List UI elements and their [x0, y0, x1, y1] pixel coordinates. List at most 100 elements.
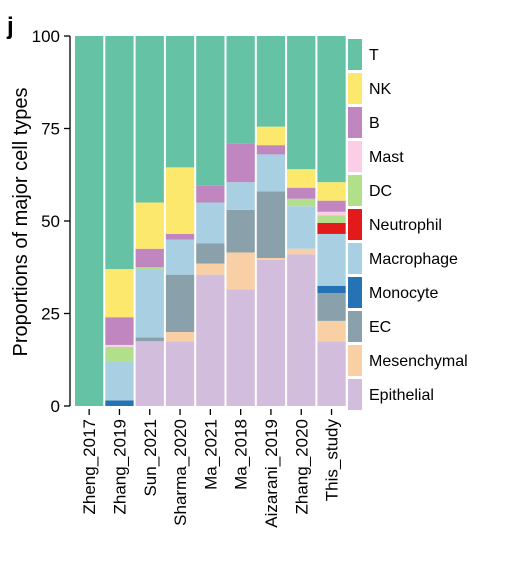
bar-segment-nk-zhang_2020 — [287, 169, 316, 188]
legend-label-ec: EC — [369, 319, 391, 336]
bar-segment-ec-aizarani_2019 — [256, 191, 286, 258]
bar-segment-macrophage-zhang_2020 — [287, 206, 316, 249]
bar-segment-t-zhang_2019 — [105, 36, 134, 270]
bar-segment-b-ma_2021 — [196, 185, 225, 203]
bars-group — [75, 36, 346, 406]
bar-segment-macrophage-sun_2021 — [135, 269, 164, 338]
x-tick-label-sharma_2020: Sharma_2020 — [171, 419, 190, 526]
bar-segment-t-ma_2021 — [196, 36, 225, 186]
bar-segment-epithelial-sun_2021 — [135, 341, 164, 406]
y-tick-label-75: 75 — [41, 120, 60, 139]
bar-segment-ec-sharma_2020 — [165, 274, 195, 332]
bar-segment-b-zhang_2020 — [287, 187, 316, 199]
bar-segment-mesenchymal-ma_2021 — [196, 263, 225, 275]
legend-swatch-neutrophil — [348, 209, 362, 240]
bar-segment-b-ma_2018 — [226, 143, 255, 183]
legend-label-b: B — [369, 115, 380, 132]
legend-swatch-nk — [348, 73, 362, 104]
bar-segment-mast-this_study — [317, 211, 346, 216]
bar-segment-mesenchymal-sharma_2020 — [165, 332, 195, 342]
legend-swatch-macrophage — [348, 243, 362, 274]
bar-segment-dc-sun_2021 — [135, 267, 164, 270]
y-axis: 0 25 50 75 100 — [32, 27, 71, 416]
bar-segment-macrophage-this_study — [317, 233, 346, 286]
legend-label-neutrophil: Neutrophil — [369, 217, 442, 234]
bar-segment-dc-zhang_2020 — [287, 198, 316, 207]
bar-segment-neutrophil-this_study — [317, 222, 346, 234]
bar-segment-nk-sun_2021 — [135, 202, 164, 249]
legend-label-dc: DC — [369, 183, 392, 200]
bar-segment-epithelial-this_study — [317, 341, 346, 406]
legend-label-mast: Mast — [369, 149, 404, 166]
y-axis-title: Proportions of major cell types — [10, 87, 32, 356]
legend-swatch-epithelial — [348, 379, 362, 410]
x-tick-label-ma_2021: Ma_2021 — [201, 419, 220, 490]
bar-segment-t-sun_2021 — [135, 36, 164, 203]
legend-label-mesenchymal: Mesenchymal — [369, 353, 468, 370]
legend-swatch-mast — [348, 141, 362, 172]
bar-segment-macrophage-zhang_2019 — [105, 361, 134, 401]
bar-segment-macrophage-ma_2018 — [226, 182, 255, 210]
bar-segment-mesenchymal-aizarani_2019 — [256, 258, 286, 260]
bar-segment-dc-this_study — [317, 215, 346, 223]
y-tick-label-0: 0 — [51, 397, 60, 416]
bar-segment-nk-zhang_2019 — [105, 269, 134, 318]
bar-segment-nk-this_study — [317, 182, 346, 201]
legend-swatch-ec — [348, 311, 362, 342]
legend-label-t: T — [369, 47, 379, 64]
panel-letter: j — [6, 13, 14, 40]
bar-segment-epithelial-sharma_2020 — [165, 341, 195, 406]
legend-swatch-monocyte — [348, 277, 362, 308]
legend-label-macrophage: Macrophage — [369, 251, 458, 268]
x-tick-label-ma_2018: Ma_2018 — [232, 419, 251, 490]
bar-segment-ec-ma_2021 — [196, 243, 225, 264]
bar-segment-macrophage-sharma_2020 — [165, 239, 195, 275]
bar-segment-epithelial-aizarani_2019 — [256, 259, 286, 406]
bar-segment-nk-aizarani_2019 — [256, 126, 286, 146]
bar-segment-macrophage-aizarani_2019 — [256, 154, 286, 192]
legend-label-epithelial: Epithelial — [369, 387, 434, 404]
legend: T NK B Mast DC Neutrophil Macrophage Monocyte EC… — [348, 39, 468, 410]
bar-segment-monocyte-zhang_2019 — [105, 400, 134, 406]
bar-segment-t-zhang_2020 — [287, 36, 316, 170]
legend-swatch-t — [348, 39, 362, 70]
legend-swatch-dc — [348, 175, 362, 206]
x-tick-label-zheng_2017: Zheng_2017 — [80, 419, 99, 514]
bar-segment-dc-zhang_2019 — [105, 346, 134, 362]
x-axis-labels: Zheng_2017 Zhang_2019 Sun_2021 Sharma_2020 M… — [80, 409, 342, 528]
bar-segment-b-sun_2021 — [135, 248, 164, 268]
y-tick-label-100: 100 — [32, 27, 60, 46]
bar-segment-epithelial-zhang_2020 — [287, 254, 316, 406]
bar-segment-mesenchymal-ma_2018 — [226, 252, 255, 290]
legend-swatch-b — [348, 107, 362, 138]
legend-swatch-mesenchymal — [348, 345, 362, 376]
bar-segment-monocyte-this_study — [317, 285, 346, 294]
bar-segment-b-sharma_2020 — [165, 233, 195, 240]
bar-segment-t-sharma_2020 — [165, 36, 195, 168]
bar-segment-t-zheng_2017 — [75, 36, 104, 406]
bar-segment-ec-sun_2021 — [135, 337, 164, 342]
bar-segment-t-aizarani_2019 — [256, 36, 286, 127]
bar-segment-epithelial-ma_2021 — [196, 274, 225, 406]
bar-segment-mast-zhang_2019 — [105, 344, 134, 347]
legend-label-nk: NK — [369, 81, 392, 98]
bar-segment-epithelial-ma_2018 — [226, 289, 255, 406]
bar-segment-mesenchymal-zhang_2020 — [287, 248, 316, 255]
bar-segment-ec-ma_2018 — [226, 209, 255, 253]
y-tick-label-25: 25 — [41, 305, 60, 324]
bar-segment-t-ma_2018 — [226, 36, 255, 144]
bar-segment-t-this_study — [317, 36, 346, 183]
bar-segment-b-zhang_2019 — [105, 317, 134, 345]
x-tick-label-this_study: This_study — [323, 419, 342, 502]
bar-segment-macrophage-ma_2021 — [196, 202, 225, 244]
y-tick-label-50: 50 — [41, 212, 60, 231]
bar-segment-nk-sharma_2020 — [165, 167, 195, 234]
x-tick-label-zhang_2020: Zhang_2020 — [292, 419, 311, 514]
legend-label-monocyte: Monocyte — [369, 285, 438, 302]
bar-segment-b-aizarani_2019 — [256, 145, 286, 155]
bar-segment-b-this_study — [317, 200, 346, 212]
bar-segment-mesenchymal-this_study — [317, 320, 346, 342]
bar-segment-ec-this_study — [317, 293, 346, 321]
x-tick-label-zhang_2019: Zhang_2019 — [110, 419, 129, 514]
